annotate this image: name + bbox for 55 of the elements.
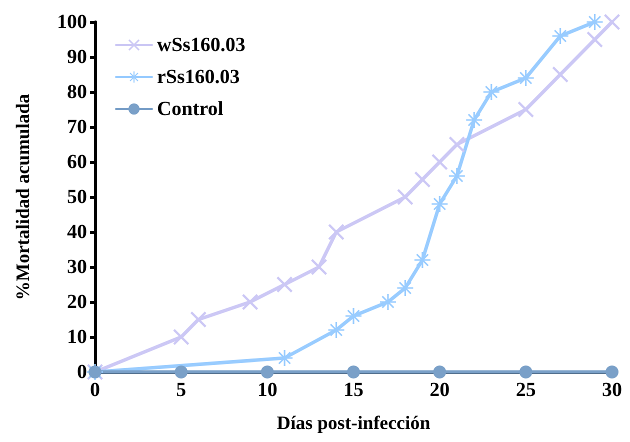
point	[432, 154, 448, 170]
point	[328, 224, 344, 240]
x-tick-label: 25	[516, 379, 536, 401]
point	[448, 136, 465, 152]
point	[518, 102, 534, 118]
point	[604, 14, 620, 30]
x-axis-title: Días post-infección	[276, 413, 431, 434]
point	[586, 14, 603, 30]
y-tick-label: 50	[67, 186, 87, 208]
point	[260, 366, 274, 378]
point	[397, 189, 414, 205]
point	[519, 366, 532, 378]
point	[552, 28, 568, 44]
x-tick-label: 5	[176, 379, 186, 401]
legend-label: Control	[157, 98, 224, 120]
x-tick-label: 20	[430, 379, 450, 401]
y-tick-label: 90	[67, 46, 87, 68]
y-axis-title: %Mortalidad acumulada	[13, 93, 34, 300]
point	[173, 329, 190, 345]
x-tick-label: 15	[344, 379, 364, 401]
y-tick-label: 80	[67, 81, 87, 103]
point	[242, 294, 258, 310]
point	[466, 112, 482, 128]
y-tick-label: 30	[67, 256, 87, 278]
point	[347, 366, 360, 378]
point	[190, 312, 206, 328]
point	[276, 276, 293, 292]
point	[518, 70, 534, 86]
y-tick-label: 20	[67, 291, 87, 313]
y-tick-label: 10	[67, 326, 87, 348]
point	[432, 196, 448, 212]
y-tick-label: 60	[67, 151, 87, 173]
y-tick-label: 70	[67, 116, 87, 138]
point	[380, 294, 396, 310]
point	[586, 32, 603, 48]
x-tick-label: 30	[602, 379, 622, 401]
point	[174, 366, 188, 378]
point	[328, 322, 344, 338]
point	[448, 168, 465, 184]
legend-label: rSs160.03	[157, 66, 240, 88]
y-tick-label: 40	[67, 221, 87, 243]
point	[606, 366, 618, 378]
x-tick-label: 10	[257, 379, 278, 401]
point	[397, 280, 414, 296]
point	[276, 350, 293, 366]
point	[311, 259, 328, 275]
point	[414, 172, 430, 188]
point	[414, 252, 430, 268]
y-tick-label: 100	[57, 11, 87, 33]
legend-label: wSs160.03	[157, 34, 246, 56]
point	[433, 366, 446, 378]
point	[483, 84, 500, 100]
y-tick-label: 0	[77, 361, 87, 383]
point	[346, 308, 362, 324]
point	[552, 66, 568, 82]
